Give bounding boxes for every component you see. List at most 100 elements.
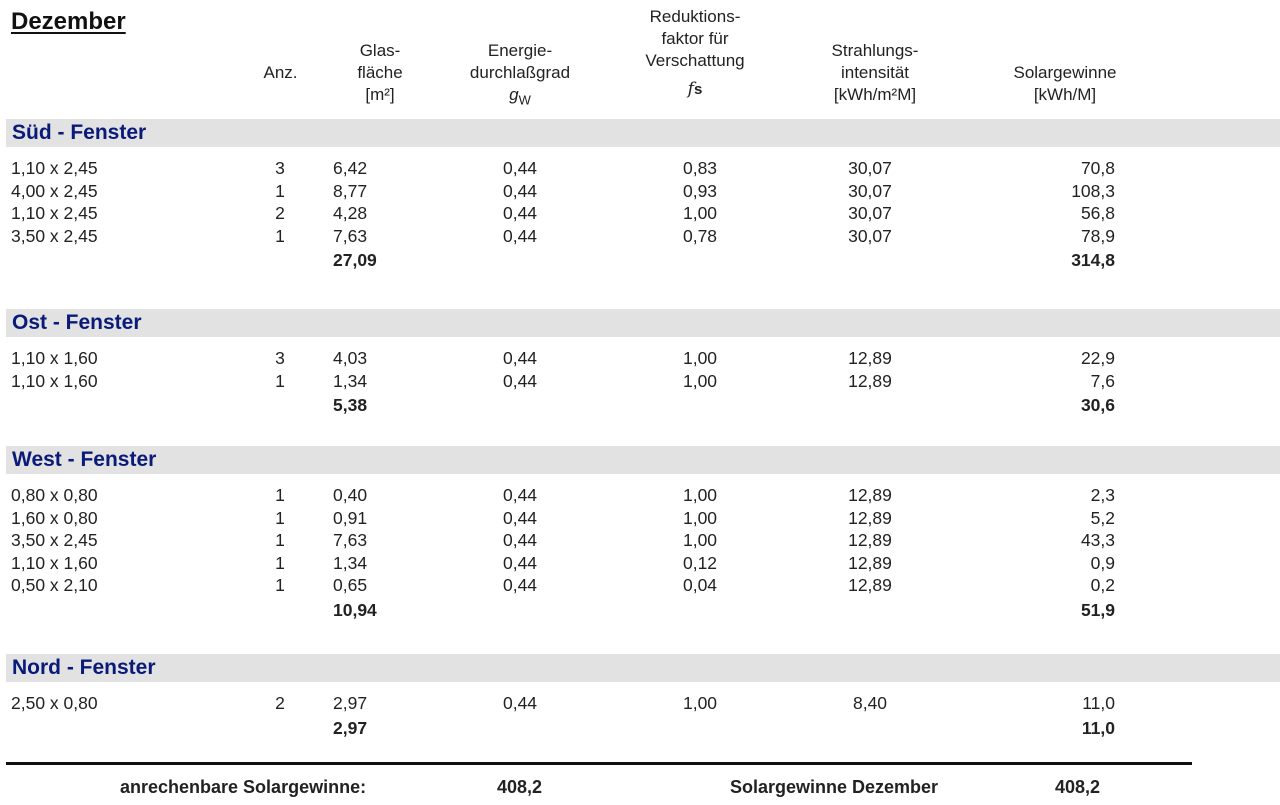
subtotal-solargewinne: 30,6 xyxy=(1080,395,1115,415)
subtotal-glasflaeche: 10,94 xyxy=(333,599,377,620)
cell-f: 1,00 xyxy=(682,507,718,528)
cell-f: 1,00 xyxy=(682,370,718,391)
section-title: Nord - Fenster xyxy=(12,656,156,679)
cell-sg: 108,3 xyxy=(1071,180,1115,201)
table-row: 1,10 x 1,60 1 1,34 0,44 1,00 12,89 7,6 xyxy=(0,371,1280,393)
header-reduktion-line3: Verschattung xyxy=(645,51,745,70)
header-glas-line2: fläche xyxy=(357,63,403,82)
cell-sg: 43,3 xyxy=(1080,530,1115,550)
cell-g: 0,44 xyxy=(502,693,538,713)
header-glas-line3: [m²] xyxy=(365,85,395,104)
footer-label-left: anrechenbare Solargewinne: xyxy=(120,777,367,797)
subtotal-solargewinne: 11,0 xyxy=(1081,717,1115,738)
cell-g: 0,44 xyxy=(502,552,538,573)
section-header: Nord - Fenster xyxy=(6,654,1280,682)
cell-f: 1,00 xyxy=(682,348,718,368)
cell-f: 0,83 xyxy=(682,158,718,178)
header-anz-label: Anz. xyxy=(263,63,298,82)
cell-glas: 0,40 xyxy=(333,485,368,505)
cell-sg: 5,2 xyxy=(1090,507,1115,528)
cell-g: 0,44 xyxy=(502,158,538,178)
cell-anz: 1 xyxy=(275,552,285,573)
symbol-g: g xyxy=(509,85,519,104)
header-energie-line2: durchlaßgrad xyxy=(469,63,571,82)
cell-dim: 2,50 x 0,80 xyxy=(11,693,98,713)
cell-g: 0,44 xyxy=(502,485,538,505)
cell-sg: 70,8 xyxy=(1080,158,1115,178)
cell-s: 12,89 xyxy=(848,575,892,595)
header-solar-line1: Solargewinne xyxy=(1013,63,1117,82)
cell-anz: 2 xyxy=(275,693,285,713)
cell-dim: 1,10 x 2,45 xyxy=(11,203,98,223)
cell-g: 0,44 xyxy=(502,530,538,550)
section-header: West - Fenster xyxy=(6,446,1280,474)
cell-glas: 4,03 xyxy=(333,348,368,368)
cell-dim: 0,50 x 2,10 xyxy=(11,575,98,595)
cell-s: 30,07 xyxy=(848,158,892,178)
cell-g: 0,44 xyxy=(502,203,538,223)
header-energie-line1: Energie- xyxy=(487,41,553,60)
header-strahlung-line1: Strahlungs- xyxy=(831,41,919,60)
cell-s: 12,89 xyxy=(848,530,892,550)
header-glas-line1: Glas- xyxy=(359,41,401,60)
cell-sg: 7,6 xyxy=(1090,370,1115,391)
header-solargewinne: Solargewinne [kWh/M] xyxy=(990,62,1140,106)
footer-divider xyxy=(6,762,1192,765)
cell-f: 0,78 xyxy=(682,225,718,246)
cell-dim: 3,50 x 2,45 xyxy=(11,225,98,246)
header-reduktion-line1: Reduktions- xyxy=(649,7,741,26)
cell-anz: 1 xyxy=(275,485,285,505)
cell-glas: 8,77 xyxy=(333,180,368,201)
table-row: 2,50 x 0,80 2 2,97 0,44 1,00 8,40 11,0 xyxy=(0,693,1280,715)
cell-g: 0,44 xyxy=(502,348,538,368)
cell-f: 0,04 xyxy=(682,575,718,595)
cell-anz: 3 xyxy=(275,348,285,368)
table-row: 3,50 x 2,45 1 7,63 0,44 0,78 30,07 78,9 xyxy=(0,226,1280,248)
cell-s: 30,07 xyxy=(848,203,892,223)
symbol-g-sub: W xyxy=(518,92,531,108)
subtotal-row: 10,94 51,9 xyxy=(0,600,1280,622)
cell-dim: 3,50 x 2,45 xyxy=(11,530,98,550)
cell-sg: 0,2 xyxy=(1090,575,1115,595)
cell-dim: 1,10 x 2,45 xyxy=(11,158,98,178)
cell-sg: 56,8 xyxy=(1080,203,1115,223)
header-strahlung-line2: intensität xyxy=(840,63,910,82)
cell-dim: 1,10 x 1,60 xyxy=(11,348,98,368)
cell-glas: 0,65 xyxy=(333,575,368,595)
cell-g: 0,44 xyxy=(502,370,538,391)
symbol-f: f xyxy=(687,79,694,99)
section-header: Süd - Fenster xyxy=(6,119,1280,147)
cell-f: 1,00 xyxy=(682,530,718,550)
cell-g: 0,44 xyxy=(502,507,538,528)
header-reduktion-line2: faktor für xyxy=(661,29,729,48)
cell-s: 12,89 xyxy=(848,552,892,573)
cell-f: 1,00 xyxy=(682,485,718,505)
cell-sg: 11,0 xyxy=(1082,693,1115,713)
cell-f: 1,00 xyxy=(682,693,718,713)
cell-glas: 1,34 xyxy=(333,552,368,573)
table-row: 1,10 x 1,60 3 4,03 0,44 1,00 12,89 22,9 xyxy=(0,348,1280,370)
header-strahlung-line3: [kWh/m²M] xyxy=(833,85,917,104)
cell-f: 1,00 xyxy=(682,203,718,223)
footer-value-right: 408,2 xyxy=(1055,777,1101,797)
footer-value-left: 408,2 xyxy=(497,777,543,797)
table-row: 4,00 x 2,45 1 8,77 0,44 0,93 30,07 108,3 xyxy=(0,181,1280,203)
cell-f: 0,12 xyxy=(682,552,718,573)
section-title: West - Fenster xyxy=(12,448,157,471)
cell-glas: 0,91 xyxy=(333,507,368,528)
header-energiedurchlassgrad: Energie- durchlaßgrad gW xyxy=(445,40,595,111)
cell-dim: 0,80 x 0,80 xyxy=(11,485,98,505)
subtotal-glasflaeche: 2,97 xyxy=(333,717,368,738)
subtotal-row: 2,97 11,0 xyxy=(0,718,1280,740)
section-title: Ost - Fenster xyxy=(12,311,142,334)
section-title: Süd - Fenster xyxy=(12,121,147,144)
section-header: Ost - Fenster xyxy=(6,309,1280,337)
subtotal-solargewinne: 51,9 xyxy=(1080,599,1115,620)
cell-glas: 4,28 xyxy=(333,203,368,223)
header-glasflaeche: Glas- fläche [m²] xyxy=(340,40,420,106)
header-strahlungsintensitaet: Strahlungs- intensität [kWh/m²M] xyxy=(800,40,950,106)
table-row: 0,80 x 0,80 1 0,40 0,44 1,00 12,89 2,3 xyxy=(0,485,1280,507)
cell-glas: 2,97 xyxy=(333,693,368,713)
cell-f: 0,93 xyxy=(682,180,718,201)
header-anz: Anz. xyxy=(258,62,303,84)
